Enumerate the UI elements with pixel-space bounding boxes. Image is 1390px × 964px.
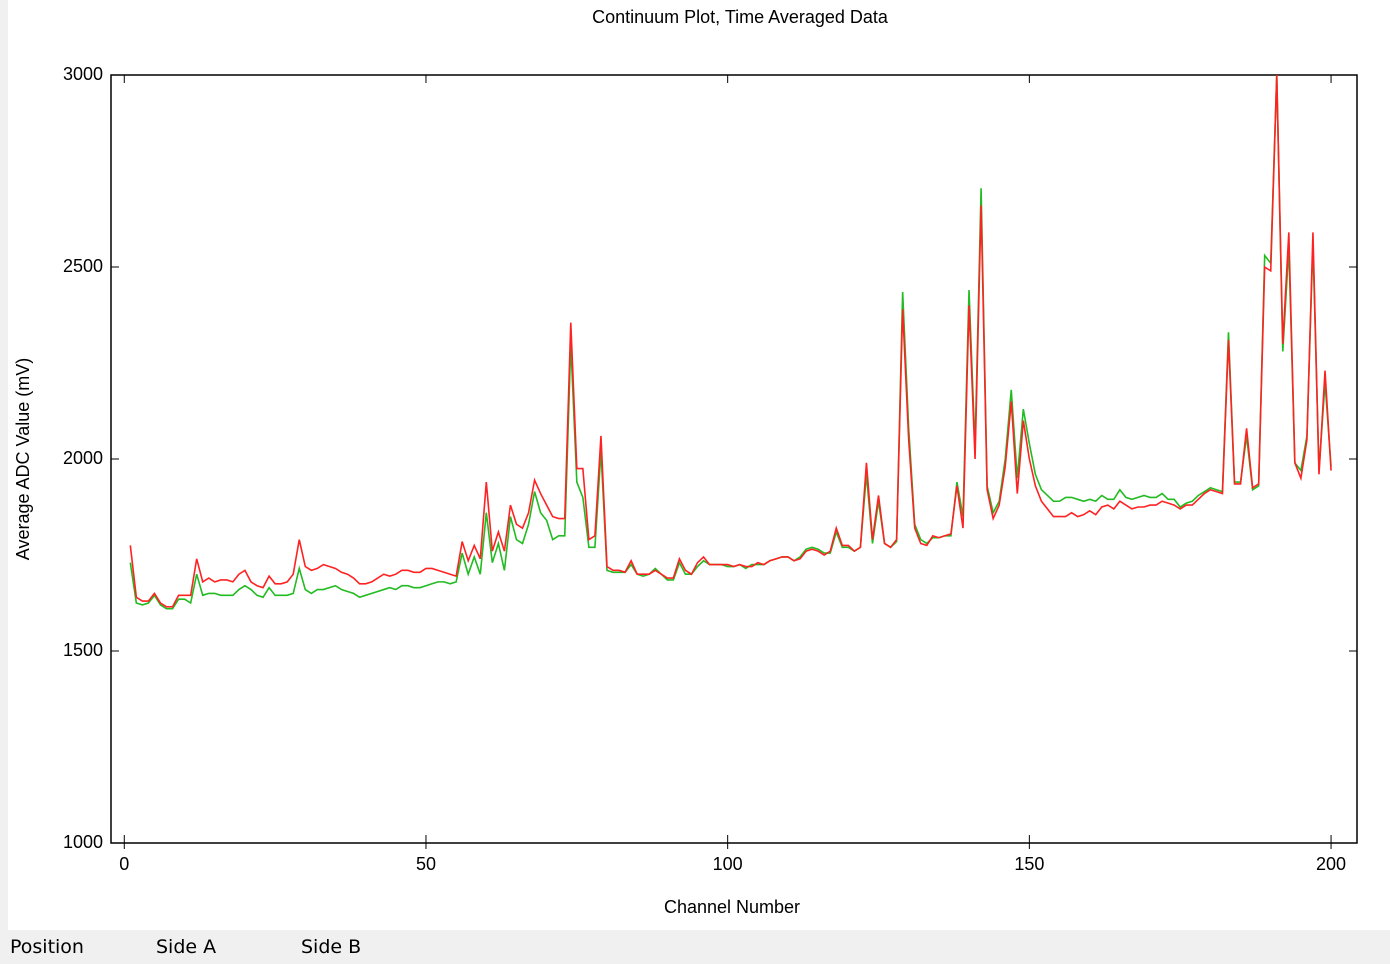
- x-tick-label: 100: [713, 854, 743, 874]
- y-tick-label: 1500: [63, 640, 103, 660]
- x-tick-label: 200: [1316, 854, 1346, 874]
- status-bar: Position Side A Side B: [0, 930, 1390, 964]
- x-tick-label: 0: [119, 854, 129, 874]
- y-tick-label: 2000: [63, 448, 103, 468]
- y-axis-label: Average ADC Value (mV): [13, 358, 33, 560]
- status-label: Side B: [301, 936, 362, 958]
- y-tick-label: 1000: [63, 832, 103, 852]
- y-tick-label: 3000: [63, 64, 103, 84]
- y-tick-label: 2500: [63, 256, 103, 276]
- x-tick-label: 50: [416, 854, 436, 874]
- chart: Continuum Plot, Time Averaged Data Chann…: [8, 0, 1390, 930]
- x-axis-label: Channel Number: [664, 897, 800, 917]
- status-label: Position: [10, 936, 84, 958]
- status-label: Side A: [156, 936, 217, 958]
- x-tick-label: 150: [1014, 854, 1044, 874]
- chart-title: Continuum Plot, Time Averaged Data: [592, 7, 889, 27]
- data-line: [129, 75, 1332, 608]
- data-line: [129, 75, 1332, 610]
- plot-frame: [110, 74, 1358, 844]
